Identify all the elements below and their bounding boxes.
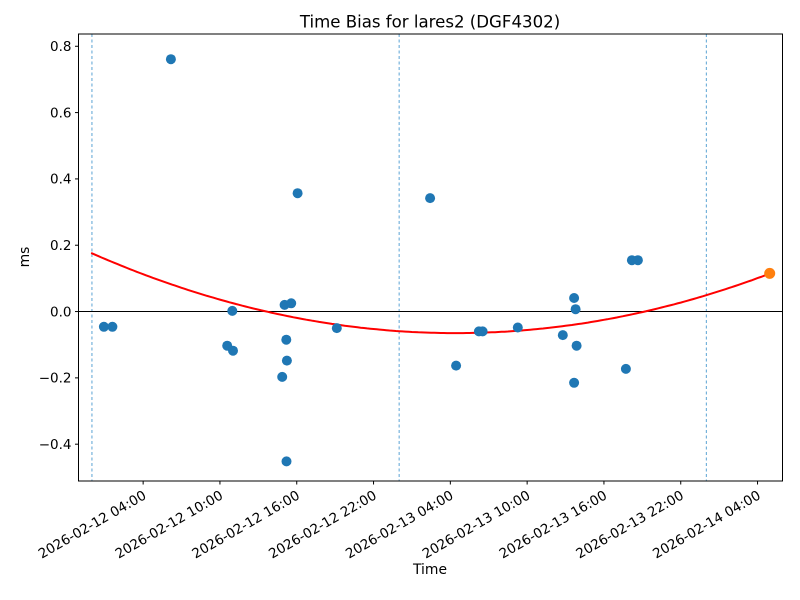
data-point (286, 298, 297, 309)
y-axis-label: ms (17, 246, 33, 268)
y-tick-label: −0.4 (39, 437, 72, 453)
data-point (165, 54, 176, 65)
fit-curve (90, 252, 769, 335)
data-point (281, 334, 292, 345)
data-point (292, 188, 303, 199)
data-point (620, 363, 631, 374)
x-axis-label: Time (413, 562, 447, 578)
chart-title: Time Bias for lares2 (DGF4302) (299, 12, 561, 32)
y-tick-label: 0.6 (50, 105, 71, 121)
y-tick-label: −0.2 (39, 371, 72, 387)
y-tick-label: 0.4 (50, 172, 71, 188)
data-point (425, 193, 436, 204)
data-point (98, 321, 109, 332)
data-point (277, 371, 288, 382)
data-point (281, 456, 292, 467)
data-point (570, 304, 581, 315)
data-point (571, 340, 582, 351)
data-point (569, 377, 580, 388)
data-point (227, 305, 238, 316)
y-tick-label: 0.2 (50, 238, 71, 254)
plot-border (78, 33, 783, 482)
predicted-point (764, 267, 776, 279)
data-point (569, 293, 580, 303)
data-point (451, 360, 462, 371)
data-point (107, 321, 118, 332)
data-point (228, 345, 238, 356)
data-point (331, 323, 342, 334)
data-point (477, 326, 488, 337)
data-point (281, 355, 292, 366)
y-tick-label: 0.0 (50, 304, 71, 320)
data-point (557, 330, 568, 341)
data-point (512, 322, 523, 333)
data-point (632, 255, 643, 266)
y-tick-label: 0.8 (50, 39, 71, 55)
